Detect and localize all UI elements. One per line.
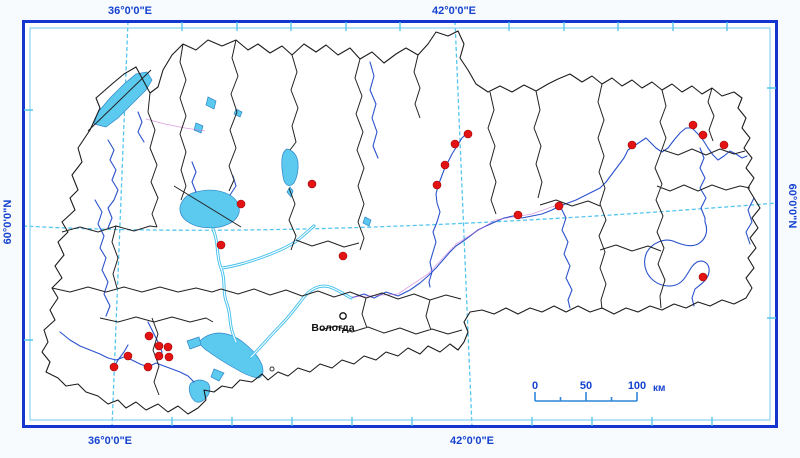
lake-vozhe [281, 148, 299, 186]
record-point [144, 331, 154, 341]
record-point [338, 251, 348, 261]
scale-label-0: 0 [532, 380, 538, 392]
record-point [513, 210, 523, 220]
map-frame-outer [22, 20, 778, 428]
record-point [719, 140, 729, 150]
label-lon-36-top: 36°0'0"E [108, 5, 152, 17]
oblast-outer-boundary [41, 30, 761, 415]
lake-rybinsk-reservoir [198, 332, 264, 379]
district-boundaries [51, 39, 751, 396]
label-lon-36-bottom: 36°0'0"E [88, 435, 132, 447]
record-point [216, 240, 226, 250]
record-point [236, 199, 246, 209]
label-lon-42-bottom: 42°0'0"E [450, 435, 494, 447]
record-point [698, 272, 708, 282]
markers-layer [109, 120, 729, 372]
lake-rybinsk-arm [186, 336, 202, 350]
lake-onega [93, 71, 153, 128]
settlement-circle [269, 366, 275, 372]
graticule-parallel-60n [24, 202, 776, 231]
graticule-ticks-left [24, 109, 33, 341]
scale-label-100: 100 [628, 380, 646, 392]
vologda-city-circle [339, 312, 347, 320]
scale-label-50: 50 [580, 380, 592, 392]
record-point [698, 130, 708, 140]
waterway-sheksna [211, 224, 353, 359]
record-point [164, 352, 174, 362]
record-point [109, 362, 119, 372]
graticule-meridian-42e [454, 22, 473, 426]
lake-small-patch [210, 368, 225, 382]
record-point [554, 201, 564, 211]
label-lat-60-right: 60°0'0"N [786, 184, 798, 229]
record-point [432, 180, 442, 190]
record-point [163, 342, 173, 352]
record-point [307, 179, 317, 189]
scale-bar-line [534, 392, 638, 402]
record-point [154, 341, 164, 351]
scale-bar: 0 50 100 км [532, 380, 665, 402]
record-point [688, 120, 698, 130]
label-lat-60-left: 60°0'0"N [2, 200, 14, 245]
graticule-ticks-bottom [171, 417, 713, 426]
record-point [123, 351, 133, 361]
lake-beloye [179, 189, 240, 229]
record-point [154, 351, 164, 361]
record-point [463, 129, 473, 139]
graticule-ticks-right [767, 87, 776, 319]
lake-south-patch [188, 379, 211, 403]
map-sheet [24, 22, 776, 426]
scale-unit-label: км [653, 383, 665, 394]
label-lon-42-top: 42°0'0"E [432, 5, 476, 17]
record-point [627, 140, 637, 150]
record-point [440, 160, 450, 170]
graticule-ticks-top [181, 22, 728, 31]
scan-fringe [145, 118, 561, 298]
record-point [143, 362, 153, 372]
record-point [450, 139, 460, 149]
vologda-city-label: Вологда [311, 322, 354, 334]
